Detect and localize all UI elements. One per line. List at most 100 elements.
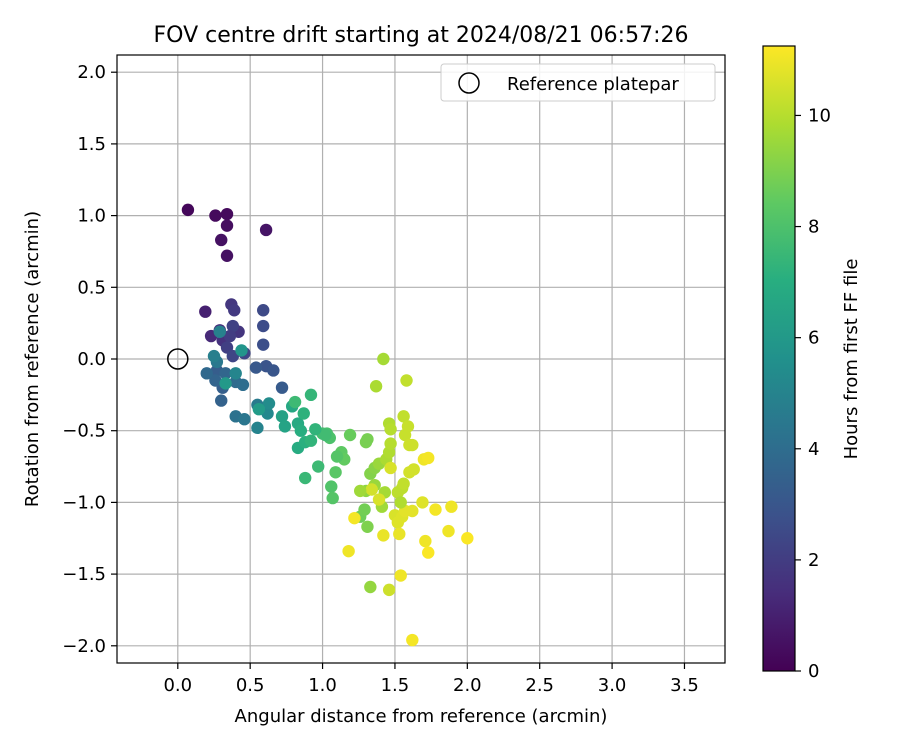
scatter-point (223, 329, 237, 343)
scatter-point (369, 380, 383, 393)
scatter-point (257, 304, 270, 317)
scatter-point (288, 395, 302, 409)
scatter-point (401, 420, 415, 433)
y-tick-label: 0.0 (77, 349, 106, 370)
scatter-point (228, 304, 241, 317)
y-tick-label: 0.5 (77, 277, 106, 298)
scatter-point (354, 484, 367, 498)
scatter-points (181, 203, 474, 647)
scatter-point (262, 397, 276, 410)
scatter-point (213, 325, 226, 338)
scatter-point (215, 394, 228, 407)
scatter-point (400, 374, 413, 387)
scatter-point (326, 491, 339, 505)
scatter-point (275, 381, 289, 394)
scatter-point (209, 209, 222, 222)
scatter-point (394, 569, 407, 582)
scatter-point (442, 524, 455, 538)
scatter-point (309, 423, 322, 436)
scatter-point (235, 344, 248, 357)
scatter-point (219, 367, 232, 380)
scatter-point (372, 493, 386, 506)
scatter-point (329, 466, 342, 479)
colorbar-tick-label: 8 (808, 217, 819, 238)
scatter-point (406, 438, 419, 452)
colorbar-tick-label: 4 (808, 439, 819, 460)
scatter-point (382, 583, 396, 597)
scatter-point (181, 203, 195, 217)
scatter-point (220, 207, 234, 221)
scatter-point (259, 223, 273, 237)
scatter-point (419, 534, 432, 548)
scatter-point (199, 305, 212, 318)
legend: Reference platepar (440, 63, 716, 102)
scatter-point (304, 388, 318, 402)
y-tick-label: 1.5 (77, 134, 106, 155)
scatter-point (384, 423, 397, 436)
reference-marker-layer (167, 348, 189, 370)
scatter-point (377, 352, 390, 366)
scatter-point (377, 529, 390, 542)
scatter-point (209, 374, 222, 387)
colorbar-label: Hours from first FF file (841, 259, 862, 460)
colorbar-ticks: 0 2 4 6 8 10 (795, 105, 831, 682)
scatter-point (422, 546, 435, 559)
scatter-point (236, 378, 250, 392)
scatter-point (406, 504, 419, 518)
scatter-point (325, 480, 338, 493)
scatter-point (348, 511, 361, 525)
scatter-point (278, 420, 292, 433)
x-tick-label: 2.0 (453, 675, 482, 696)
scatter-point (397, 410, 410, 423)
scatter-point (207, 349, 221, 363)
scatter-point (267, 364, 280, 377)
colorbar: 0 2 4 6 8 10 Hours from first FF file (762, 45, 862, 682)
scatter-point (394, 496, 407, 509)
scatter-point (361, 520, 374, 533)
colorbar-tick-label: 2 (808, 550, 819, 571)
x-tick-label: 1.5 (381, 675, 410, 696)
legend-entry-reference-platepar: Reference platepar (507, 74, 679, 95)
scatter-point (249, 361, 263, 374)
scatter-point (364, 580, 377, 594)
y-tick-label: 1.0 (77, 206, 106, 227)
scatter-point (422, 451, 435, 465)
y-tick-label: −0.5 (62, 421, 106, 442)
chart-title: FOV centre drift starting at 2024/08/21 … (154, 23, 689, 48)
y-axis-ticks: 2.0 1.5 1.0 0.5 0.0 −0.5 −1.0 −1.5 −2.0 (62, 62, 117, 657)
y-tick-label: −1.0 (62, 492, 106, 513)
x-tick-label: 3.5 (670, 675, 699, 696)
scatter-point (229, 367, 242, 380)
x-axis-label: Angular distance from reference (arcmin) (235, 706, 608, 727)
scatter-point (416, 496, 429, 509)
x-tick-label: 1.0 (308, 675, 337, 696)
scatter-point (407, 463, 420, 476)
x-tick-label: 0.5 (236, 675, 265, 696)
scatter-point (330, 450, 344, 463)
scatter-point (226, 319, 240, 333)
scatter-point (319, 428, 332, 442)
scatter-point (257, 338, 270, 351)
scatter-point (445, 500, 458, 513)
scatter-point (358, 503, 371, 516)
y-tick-label: 2.0 (77, 62, 106, 83)
colorbar-tick-label: 6 (808, 328, 819, 349)
scatter-point (238, 413, 251, 426)
scatter-point (251, 421, 264, 435)
colorbar-tick-label: 10 (808, 105, 831, 126)
y-tick-label: −2.0 (62, 636, 106, 657)
scatter-point (215, 233, 228, 247)
scatter-point (461, 532, 474, 545)
y-axis-label: Rotation from reference (arcmin) (22, 211, 43, 507)
legend-box (440, 63, 716, 102)
scatter-point (220, 249, 234, 262)
x-tick-label: 3.0 (598, 675, 627, 696)
reference-platepar-marker (167, 348, 189, 370)
scatter-point (257, 319, 270, 333)
scatter-point (298, 471, 312, 485)
scatter-point (304, 434, 318, 447)
scatter-point (393, 527, 406, 541)
scatter-point (312, 460, 325, 473)
legend-open-circle-marker (458, 72, 480, 94)
